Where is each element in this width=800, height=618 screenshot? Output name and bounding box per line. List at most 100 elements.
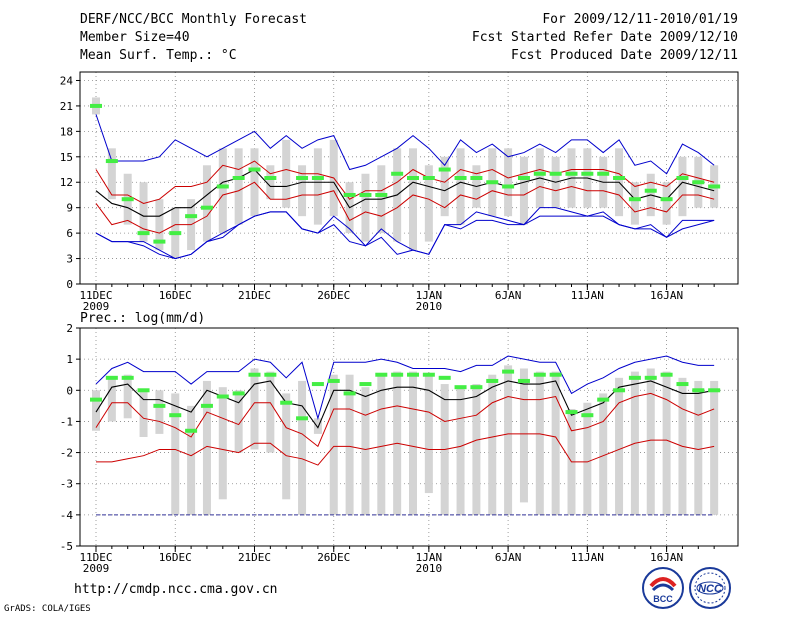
prec-obs-marker xyxy=(105,375,118,380)
prec-max-line xyxy=(95,355,715,421)
temp-xtick-year: 2009 xyxy=(83,300,110,313)
temp-ensemble-box xyxy=(662,182,671,225)
prec-obs-marker xyxy=(708,388,721,393)
temp-obs-marker xyxy=(628,197,641,202)
prec-ensemble-box xyxy=(535,371,544,515)
prec-xtick-label: 16DEC xyxy=(159,551,192,564)
temp-ensemble-box xyxy=(155,199,164,251)
ncc-logo-text: NCC xyxy=(698,583,723,595)
prec-ytick-label: -2 xyxy=(60,447,73,460)
temp-obs-marker xyxy=(644,188,657,193)
prec-ensemble-box xyxy=(583,402,592,515)
temp-ensemble-box xyxy=(107,148,116,200)
prec-obs-marker xyxy=(565,410,578,415)
prec-panel-title: Prec.: log(mm/d) xyxy=(80,311,205,326)
prec-ensemble-box xyxy=(488,374,497,515)
temp-xtick-label: 16DEC xyxy=(159,289,192,302)
temp-ytick-label: 21 xyxy=(60,100,73,113)
prec-ytick-label: 2 xyxy=(66,322,73,335)
temp-obs-marker xyxy=(502,184,515,189)
prec-ensemble-box xyxy=(202,380,211,515)
temp-ytick-label: 12 xyxy=(60,176,73,189)
prec-ensemble-box xyxy=(107,377,116,422)
temp-xtick-label: 11JAN xyxy=(571,289,604,302)
prec-obs-marker xyxy=(216,394,229,399)
temp-ytick-label: 18 xyxy=(60,125,73,138)
prec-obs-marker xyxy=(502,369,515,374)
prec-ensemble-box xyxy=(282,393,291,500)
temp-obs-marker xyxy=(121,197,134,202)
prec-ensemble-box xyxy=(456,387,465,515)
prec-ytick-label: 0 xyxy=(66,384,73,397)
prec-frame xyxy=(79,327,739,547)
prec-obs-marker xyxy=(327,378,340,383)
temp-xtick-label: 1JAN xyxy=(416,289,443,302)
prec-obs-marker xyxy=(533,372,546,377)
temp-xtick-label: 21DEC xyxy=(238,289,271,302)
prec-obs-marker xyxy=(359,382,372,387)
prec-ensemble-box xyxy=(409,371,417,515)
temp-max-line xyxy=(95,114,715,175)
prec-obs-marker xyxy=(296,416,309,421)
source-url[interactable]: http://cmdp.ncc.cma.gov.cn xyxy=(74,582,278,597)
temp-obs-marker xyxy=(549,171,562,176)
temp-pmin-line xyxy=(95,211,715,260)
grads-credit: GrADS: COLA/IGES xyxy=(4,604,91,614)
temp-xtick-year: 2010 xyxy=(416,300,443,313)
prec-obs-marker xyxy=(375,372,388,377)
prec-ensemble-box xyxy=(662,371,671,515)
temp-obs-marker xyxy=(470,176,483,180)
prec-upper-line xyxy=(95,392,715,448)
prec-ensemble-box xyxy=(187,405,196,515)
prec-xtick-label: 11DEC xyxy=(79,551,112,564)
temp-obs-marker xyxy=(264,176,277,180)
forecast-produced-date: Fcst Produced Date 2009/12/11 xyxy=(511,48,738,63)
temp-obs-marker xyxy=(296,176,309,180)
prec-ensemble-box xyxy=(266,371,275,453)
temp-obs-marker xyxy=(422,176,435,180)
temp-obs-marker xyxy=(200,205,213,210)
temp-obs-marker xyxy=(343,192,356,197)
temp-obs-marker xyxy=(185,214,198,219)
prec-ensemble-box xyxy=(472,384,481,515)
prec-obs-marker xyxy=(581,413,594,418)
prec-ensemble-box xyxy=(298,380,307,515)
temp-ensemble-box xyxy=(519,156,528,225)
temp-obs-marker xyxy=(105,159,118,164)
temp-ensemble-box xyxy=(234,148,243,225)
temp-obs-marker xyxy=(533,171,546,176)
temp-ytick-label: 24 xyxy=(60,74,74,87)
prec-obs-marker xyxy=(391,372,404,377)
temp-ensemble-box xyxy=(678,156,687,217)
temp-obs-marker xyxy=(391,171,404,176)
temp-ensemble-box xyxy=(409,148,417,251)
prec-ensemble-box xyxy=(218,387,227,500)
temp-obs-marker xyxy=(454,176,467,180)
prec-ensemble-box xyxy=(171,393,180,515)
member-size: Member Size=40 xyxy=(80,30,190,45)
temp-ensemble-box xyxy=(202,165,211,242)
prec-ensemble-box xyxy=(345,374,354,515)
prec-obs-marker xyxy=(676,382,689,387)
temp-obs-marker xyxy=(517,176,530,180)
temp-ensemble-box xyxy=(424,165,433,242)
ncc-logo: NCC xyxy=(689,567,731,609)
temp-obs-marker xyxy=(438,167,451,172)
temp-obs-marker xyxy=(708,184,721,189)
temp-obs-marker xyxy=(375,192,388,197)
temp-obs-marker xyxy=(486,180,499,185)
temp-obs-marker xyxy=(216,184,229,189)
prec-obs-marker xyxy=(470,385,483,390)
forecast-started-date: Fcst Started Refer Date 2009/12/10 xyxy=(471,30,738,45)
prec-lower-line xyxy=(96,433,715,466)
prec-ensemble-box xyxy=(155,390,164,434)
prec-ensemble-box xyxy=(599,393,608,515)
temp-obs-marker xyxy=(232,176,245,180)
temp-ensemble-box xyxy=(313,148,322,225)
prec-obs-marker xyxy=(644,375,657,380)
prec-ensemble-box xyxy=(615,377,624,515)
